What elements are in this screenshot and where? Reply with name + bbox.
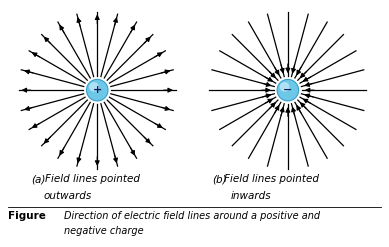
Circle shape xyxy=(280,82,289,92)
Text: outwards: outwards xyxy=(44,191,92,201)
Text: negative charge: negative charge xyxy=(64,226,144,236)
Circle shape xyxy=(89,82,99,92)
Text: Field lines pointed: Field lines pointed xyxy=(224,174,319,184)
Text: (b): (b) xyxy=(212,174,227,184)
Text: Direction of electric field lines around a positive and: Direction of electric field lines around… xyxy=(64,211,320,221)
Circle shape xyxy=(277,79,299,101)
Text: (a): (a) xyxy=(31,174,46,184)
Text: inwards: inwards xyxy=(231,191,271,201)
Text: Figure: Figure xyxy=(8,211,46,221)
Text: −: − xyxy=(283,85,293,95)
Text: +: + xyxy=(93,85,102,95)
Text: Field lines pointed: Field lines pointed xyxy=(45,174,140,184)
Circle shape xyxy=(86,79,108,101)
